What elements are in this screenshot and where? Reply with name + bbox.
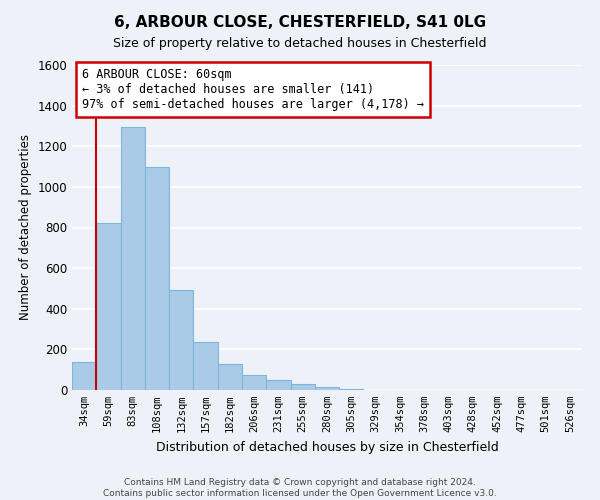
Bar	[266, 380, 290, 390]
Bar	[193, 342, 218, 390]
Y-axis label: Number of detached properties: Number of detached properties	[19, 134, 32, 320]
Bar	[315, 387, 339, 390]
Text: 6, ARBOUR CLOSE, CHESTERFIELD, S41 0LG: 6, ARBOUR CLOSE, CHESTERFIELD, S41 0LG	[114, 15, 486, 30]
Bar	[290, 384, 315, 390]
Bar	[242, 375, 266, 390]
Bar	[72, 362, 96, 390]
Text: Size of property relative to detached houses in Chesterfield: Size of property relative to detached ho…	[113, 38, 487, 51]
Text: Contains HM Land Registry data © Crown copyright and database right 2024.
Contai: Contains HM Land Registry data © Crown c…	[103, 478, 497, 498]
Bar	[169, 290, 193, 390]
Bar	[121, 127, 145, 390]
Bar	[339, 389, 364, 390]
Bar	[218, 364, 242, 390]
Bar	[145, 166, 169, 390]
Text: 6 ARBOUR CLOSE: 60sqm
← 3% of detached houses are smaller (141)
97% of semi-deta: 6 ARBOUR CLOSE: 60sqm ← 3% of detached h…	[82, 68, 424, 112]
X-axis label: Distribution of detached houses by size in Chesterfield: Distribution of detached houses by size …	[155, 440, 499, 454]
Bar	[96, 224, 121, 390]
